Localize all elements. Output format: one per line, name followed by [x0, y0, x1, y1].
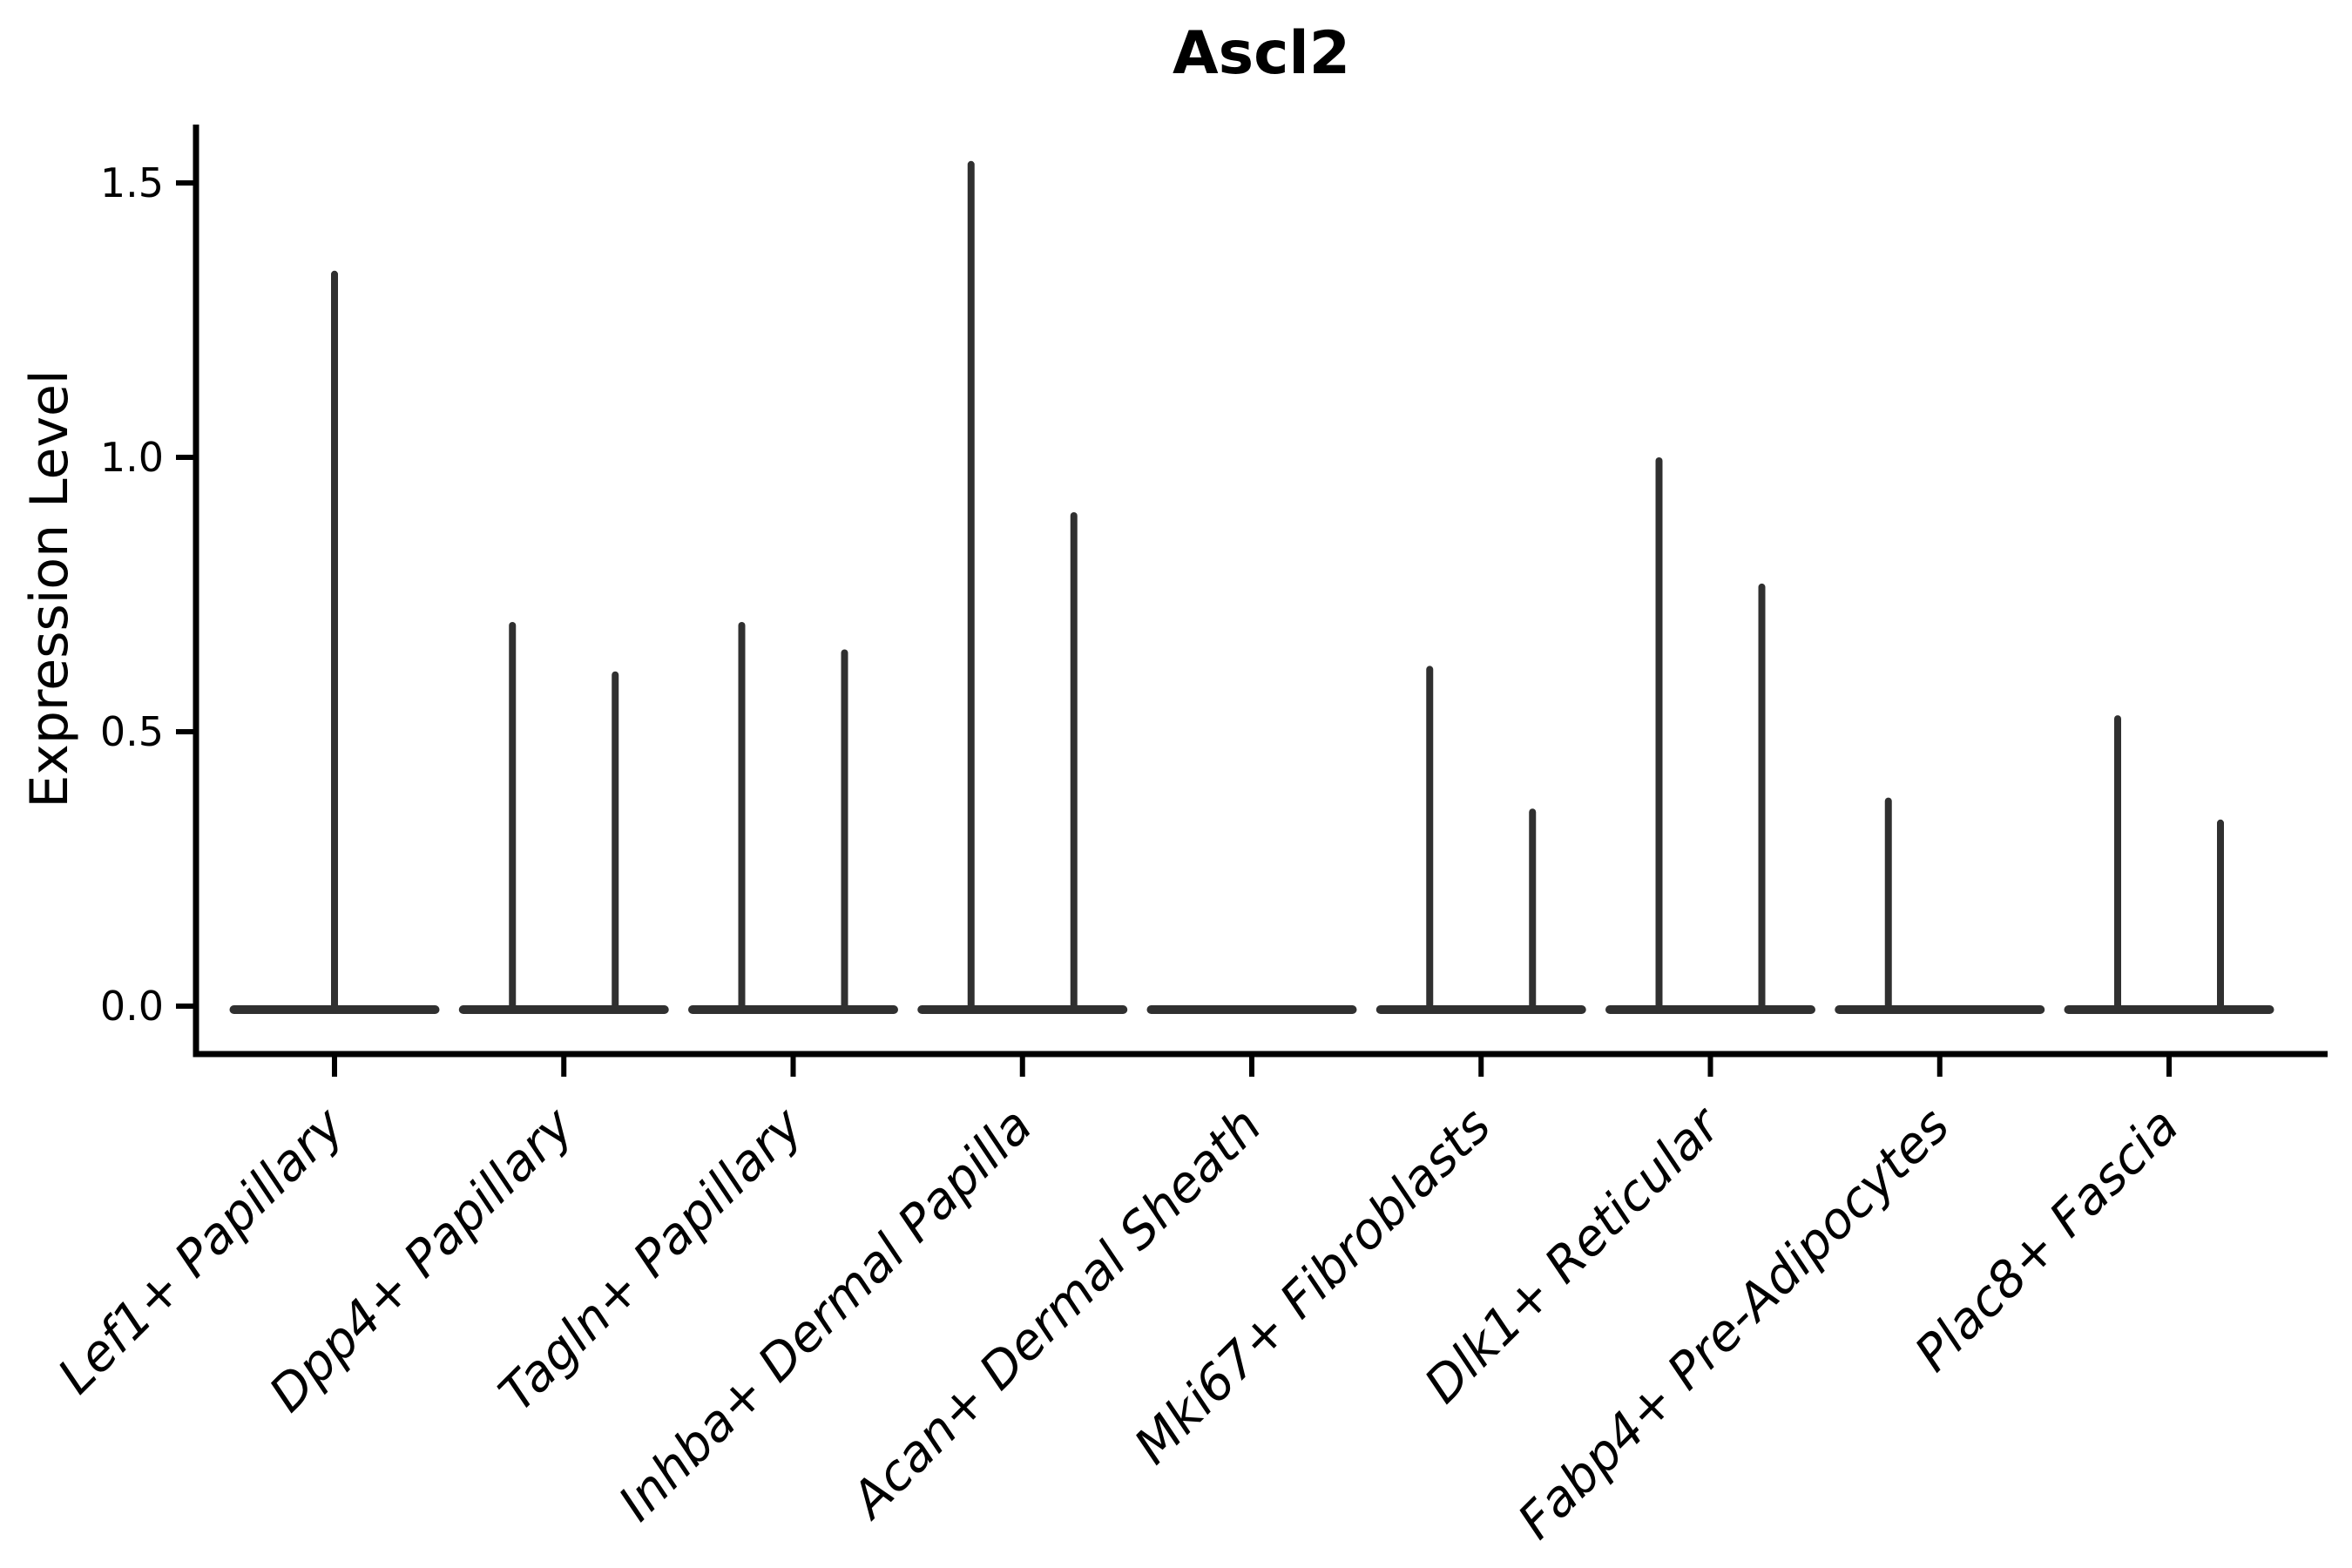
x-tick-label: Acan+ Dermal Sheath	[838, 1097, 1272, 1531]
violin-body	[1605, 1005, 1815, 1014]
plot-title: Ascl2	[1172, 19, 1351, 88]
y-tick-label: 1.0	[100, 434, 164, 481]
y-tick-label: 0.0	[100, 983, 164, 1030]
x-tick-label: Fabp4+ Pre-Adipocytes	[1507, 1097, 1960, 1550]
violin-body	[1835, 1005, 2045, 1014]
violin-body	[917, 1005, 1128, 1014]
violin-body	[1375, 1005, 1586, 1014]
violin-body	[688, 1005, 898, 1014]
violin-body	[458, 1005, 669, 1014]
y-tick-label: 1.5	[100, 159, 164, 206]
violin-body	[2064, 1005, 2274, 1014]
y-tick-label: 0.5	[100, 708, 164, 755]
violin-body	[1146, 1005, 1357, 1014]
x-tick-label: Inhba+ Dermal Papilla	[608, 1097, 1044, 1532]
